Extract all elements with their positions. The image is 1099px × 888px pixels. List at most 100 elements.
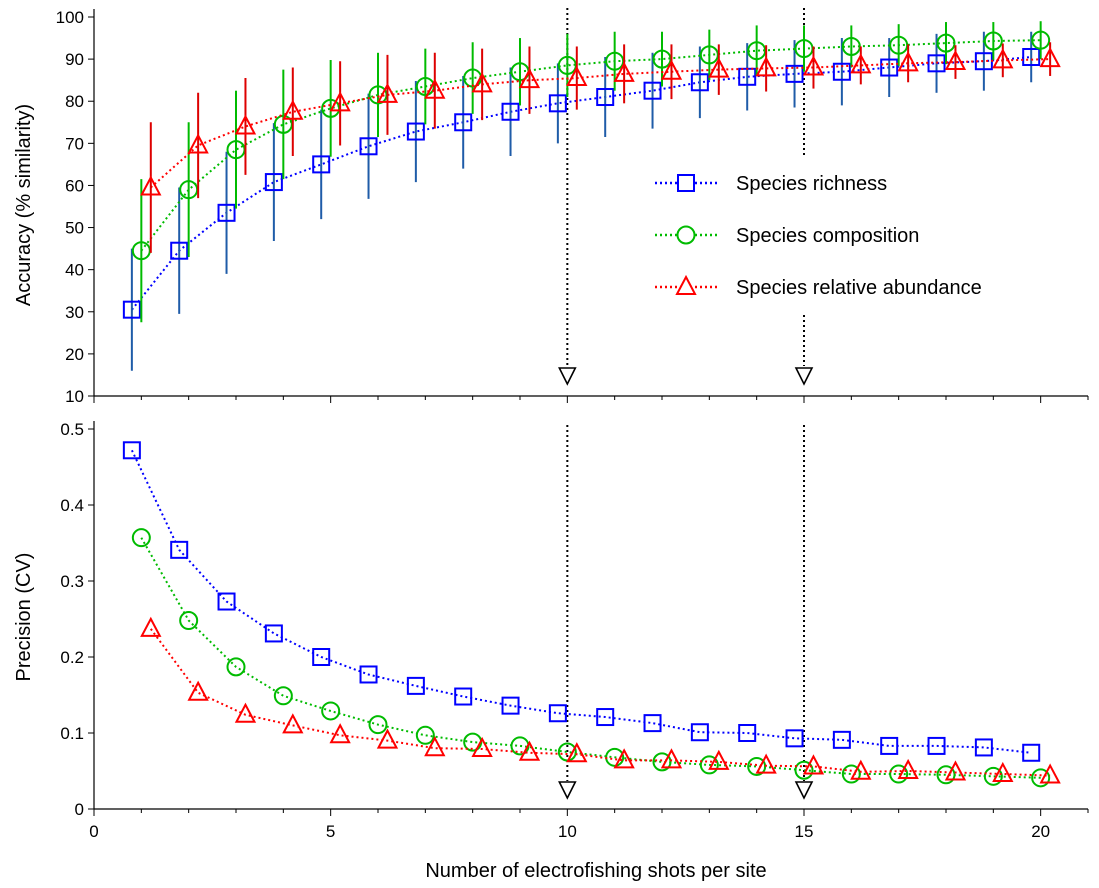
legend-marker-triangle — [675, 274, 697, 295]
legend-marker-square — [677, 174, 695, 192]
series-line — [140, 39, 1041, 252]
y-tick-label: 20 — [65, 345, 84, 364]
y-tick-label: 90 — [65, 50, 84, 69]
data-point-circle — [936, 765, 956, 785]
x-tick-label: 20 — [1031, 822, 1050, 841]
data-point-square — [880, 736, 899, 755]
data-point-square — [548, 704, 567, 723]
data-point-square — [122, 441, 141, 460]
data-point-square — [359, 665, 378, 684]
data-point-circle — [889, 764, 909, 784]
data-point-triangle — [992, 48, 1014, 69]
data-point-circle — [983, 31, 1003, 51]
data-point-triangle — [944, 49, 967, 71]
x-tick-label: 15 — [795, 822, 814, 841]
data-point-circle — [415, 725, 435, 745]
data-point-circle — [273, 686, 293, 706]
data-point-square — [217, 592, 236, 611]
data-point-triangle — [282, 713, 304, 734]
data-point-triangle — [187, 133, 209, 154]
data-point-triangle — [140, 616, 162, 637]
data-point-triangle — [613, 748, 635, 769]
bottom-y-axis-title: Precision (CV) — [13, 553, 35, 682]
data-point-square — [927, 54, 946, 73]
reference-arrow-marker — [558, 367, 577, 386]
series-line — [150, 58, 1051, 189]
data-point-circle — [179, 611, 199, 631]
y-tick-label: 0 — [75, 800, 84, 819]
top-y-axis-title: Accuracy (% similarity) — [13, 104, 35, 306]
data-point-circle — [226, 657, 246, 677]
data-point-square — [832, 730, 851, 749]
y-tick-label: 0.1 — [60, 724, 84, 743]
x-tick-label: 10 — [558, 822, 577, 841]
data-point-circle — [936, 33, 956, 53]
precision-panel: 0 0.1 0.2 0.3 0.4 0.5 0 5 10 15 20 — [60, 420, 1089, 841]
y-tick-label: 70 — [65, 134, 84, 153]
series-line — [149, 628, 1051, 777]
x-tick-label: 0 — [89, 822, 98, 841]
data-point-square — [690, 73, 709, 92]
y-tick-label: 50 — [65, 219, 84, 238]
data-point-square — [927, 736, 946, 755]
data-point-circle — [1031, 768, 1051, 788]
reference-arrow-marker — [558, 781, 577, 800]
data-point-circle — [699, 755, 719, 775]
y-tick-label: 0.3 — [60, 572, 84, 591]
data-point-circle — [652, 752, 672, 772]
data-point-triangle — [613, 61, 635, 82]
y-tick-label: 0.2 — [60, 648, 84, 667]
legend-label: Species composition — [736, 225, 919, 247]
data-point-square — [170, 540, 189, 559]
data-point-triangle — [1039, 763, 1061, 784]
data-point-triangle — [708, 57, 730, 78]
data-point-triangle — [376, 728, 399, 749]
data-point-triangle — [140, 175, 162, 196]
data-point-triangle — [424, 78, 446, 99]
legend-marker-circle — [676, 225, 696, 245]
y-tick-label: 40 — [65, 261, 84, 280]
data-point-circle — [368, 715, 388, 735]
x-tick-label: 5 — [326, 822, 335, 841]
data-point-square — [785, 64, 804, 83]
accuracy-panel: 10 20 30 40 50 60 70 80 90 100 — [56, 8, 1089, 406]
data-point-square — [264, 173, 283, 192]
data-point-triangle — [802, 55, 825, 76]
data-point-square — [974, 738, 993, 757]
data-point-square — [312, 648, 331, 666]
data-point-triangle — [566, 65, 588, 87]
data-point-triangle — [518, 68, 541, 89]
data-point-square — [643, 714, 662, 733]
data-point-circle — [841, 764, 861, 784]
data-point-triangle — [187, 680, 209, 701]
data-point-triangle — [471, 72, 493, 93]
data-point-square — [501, 696, 520, 715]
data-point-square — [596, 88, 615, 107]
data-point-triangle — [660, 59, 683, 80]
y-tick-label: 100 — [56, 8, 84, 27]
y-tick-label: 30 — [65, 303, 84, 322]
data-point-square — [406, 676, 425, 695]
data-point-triangle — [850, 53, 872, 74]
series-line — [140, 537, 1041, 779]
data-point-circle — [131, 528, 151, 548]
data-point-triangle — [424, 736, 446, 757]
y-tick-label: 10 — [65, 387, 84, 406]
data-point-triangle — [897, 51, 919, 72]
x-axis-title: Number of electrofishing shots per site — [425, 860, 766, 882]
series-line — [130, 449, 1032, 754]
data-point-triangle — [566, 742, 588, 763]
y-tick-label: 80 — [65, 92, 84, 111]
legend-label: Species relative abundance — [736, 277, 982, 299]
y-tick-label: 0.4 — [60, 496, 84, 515]
data-point-square — [690, 723, 709, 742]
data-point-square — [312, 155, 331, 174]
data-point-square — [122, 300, 141, 319]
data-point-square — [170, 241, 189, 260]
data-point-triangle — [329, 723, 351, 744]
data-point-square — [643, 81, 662, 100]
data-point-square — [832, 62, 851, 81]
legend-label: Species richness — [736, 173, 887, 195]
data-point-square — [1022, 743, 1041, 762]
